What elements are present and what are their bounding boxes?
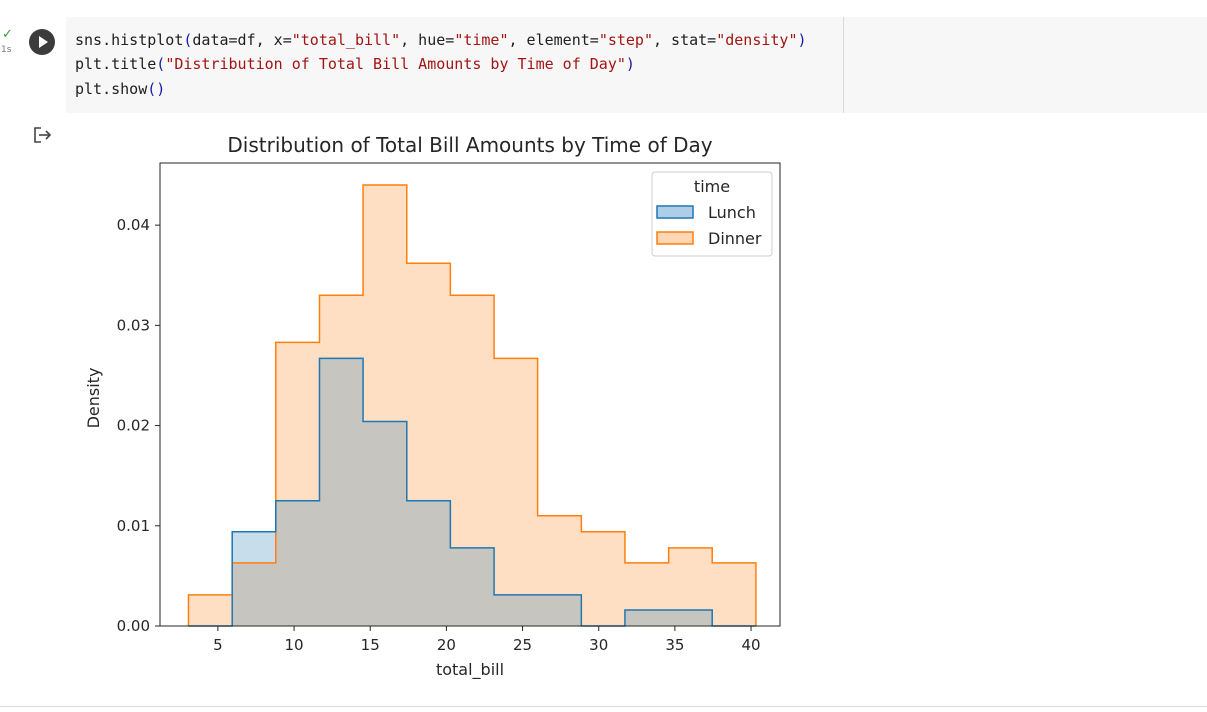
code-ruler xyxy=(843,17,844,113)
legend-swatch-dinner xyxy=(656,231,694,245)
x-axis: 5 10 15 20 25 30 35 40 xyxy=(213,626,761,654)
x-tick-label: 20 xyxy=(437,636,456,654)
code-token: () xyxy=(147,80,166,98)
code-editor[interactable] xyxy=(66,17,1207,113)
x-tick-label: 40 xyxy=(742,636,761,654)
play-icon[interactable] xyxy=(29,29,55,55)
code-token: "total_bill" xyxy=(291,31,401,49)
code-token: plt.show xyxy=(75,80,148,98)
y-axis: 0.00 0.01 0.02 0.03 0.04 xyxy=(117,216,160,635)
x-tick-label: 5 xyxy=(213,636,223,654)
histogram-outlines xyxy=(187,184,757,627)
chart-title: Distribution of Total Bill Amounts by Ti… xyxy=(227,133,712,157)
code-token: sns.histplot xyxy=(75,31,184,49)
code-token: , hue= xyxy=(400,31,455,49)
code-line-1: sns.histplot(data=df, x="total_bill", hu… xyxy=(75,31,807,49)
code-token: data=df, x= xyxy=(192,31,292,49)
code-token: plt.title xyxy=(75,55,157,73)
code-line-2: plt.title("Distribution of Total Bill Am… xyxy=(75,55,635,73)
y-tick-label: 0.04 xyxy=(117,216,150,234)
x-tick-label: 10 xyxy=(285,636,304,654)
legend-label-dinner: Dinner xyxy=(708,229,762,248)
code-token: ( xyxy=(183,31,193,49)
code-token: "density" xyxy=(716,31,798,49)
code-token: , stat= xyxy=(653,31,717,49)
y-tick-label: 0.01 xyxy=(117,517,150,535)
y-tick-label: 0.02 xyxy=(117,417,150,435)
x-axis-label: total_bill xyxy=(436,660,504,680)
code-token: "step" xyxy=(598,31,653,49)
histogram-outline-dinner xyxy=(187,184,757,626)
x-tick-label: 35 xyxy=(665,636,684,654)
execution-time: 1s xyxy=(1,45,12,55)
histogram-fill-lunch xyxy=(188,358,756,626)
y-tick-label: 0.03 xyxy=(117,316,150,334)
histogram-outline-lunch xyxy=(188,357,756,627)
code-token: ) xyxy=(625,55,635,73)
y-tick-label: 0.00 xyxy=(117,617,150,635)
legend-swatch-lunch xyxy=(656,205,694,219)
code-token: ) xyxy=(797,31,807,49)
x-tick-label: 30 xyxy=(589,636,608,654)
legend: time Lunch Dinner xyxy=(651,171,773,257)
x-tick-label: 15 xyxy=(361,636,380,654)
execution-success-icon: ✓ xyxy=(2,27,13,42)
output-redirect-icon[interactable] xyxy=(32,126,54,146)
x-tick-label: 25 xyxy=(513,636,532,654)
legend-title: time xyxy=(694,177,730,196)
code-token: , element= xyxy=(508,31,599,49)
plot-frame xyxy=(159,162,781,627)
code-token: "time" xyxy=(454,31,509,49)
code-token: ( xyxy=(156,55,166,73)
code-line-3: plt.show() xyxy=(75,80,165,98)
y-axis-label: Density xyxy=(84,368,103,429)
legend-label-lunch: Lunch xyxy=(708,203,756,222)
cell-divider xyxy=(0,706,1207,707)
code-token: "Distribution of Total Bill Amounts by T… xyxy=(165,55,626,73)
